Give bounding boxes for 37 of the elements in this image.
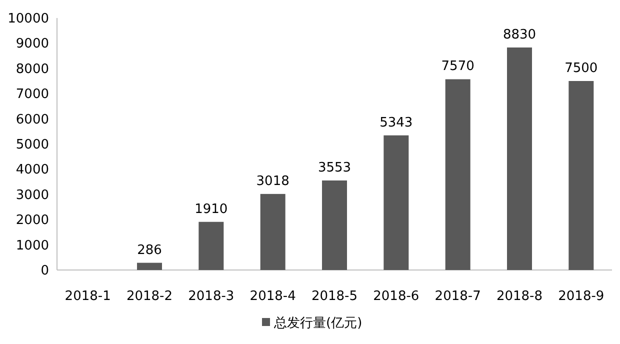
y-tick-label: 9000	[16, 36, 49, 52]
data-label: 286	[137, 242, 162, 258]
y-tick-label: 6000	[16, 112, 49, 128]
y-tick-label: 2000	[16, 213, 49, 228]
bar	[260, 194, 286, 270]
data-label: 1910	[194, 202, 228, 217]
x-tick-label: 2018-9	[558, 289, 604, 304]
y-tick-label: 7000	[16, 87, 49, 102]
data-label: 5343	[380, 115, 413, 130]
data-label: 7500	[564, 61, 598, 76]
legend-label: 总发行量(亿元)	[273, 316, 362, 331]
x-tick-label: 2018-6	[373, 289, 420, 304]
x-tick-label: 2018-1	[64, 289, 111, 304]
x-tick-label: 2018-3	[188, 289, 234, 304]
x-tick-label: 2018-8	[496, 289, 543, 304]
bar	[384, 135, 409, 270]
x-tick-label: 2018-5	[311, 289, 358, 304]
bar	[322, 180, 347, 270]
bar	[507, 47, 532, 270]
y-tick-label: 5000	[16, 138, 49, 152]
x-tick-label: 2018-7	[434, 289, 481, 304]
y-tick-label: 4000	[16, 162, 49, 178]
y-tick-label: 10000	[8, 12, 49, 26]
bar	[137, 262, 162, 270]
data-label: 3553	[318, 160, 352, 176]
y-tick-label: 0	[40, 264, 49, 278]
data-label: 8830	[502, 27, 536, 42]
bar	[568, 81, 594, 270]
y-tick-label: 8000	[16, 62, 49, 77]
bar	[445, 79, 470, 270]
data-label: 7570	[441, 59, 474, 74]
y-tick-label: 3000	[16, 188, 49, 203]
x-tick-label: 2018-4	[250, 289, 296, 304]
x-tick-label: 2018-2	[126, 289, 173, 304]
y-tick-label: 1000	[16, 238, 49, 254]
bar	[198, 222, 224, 270]
data-label: 3018	[256, 174, 290, 189]
